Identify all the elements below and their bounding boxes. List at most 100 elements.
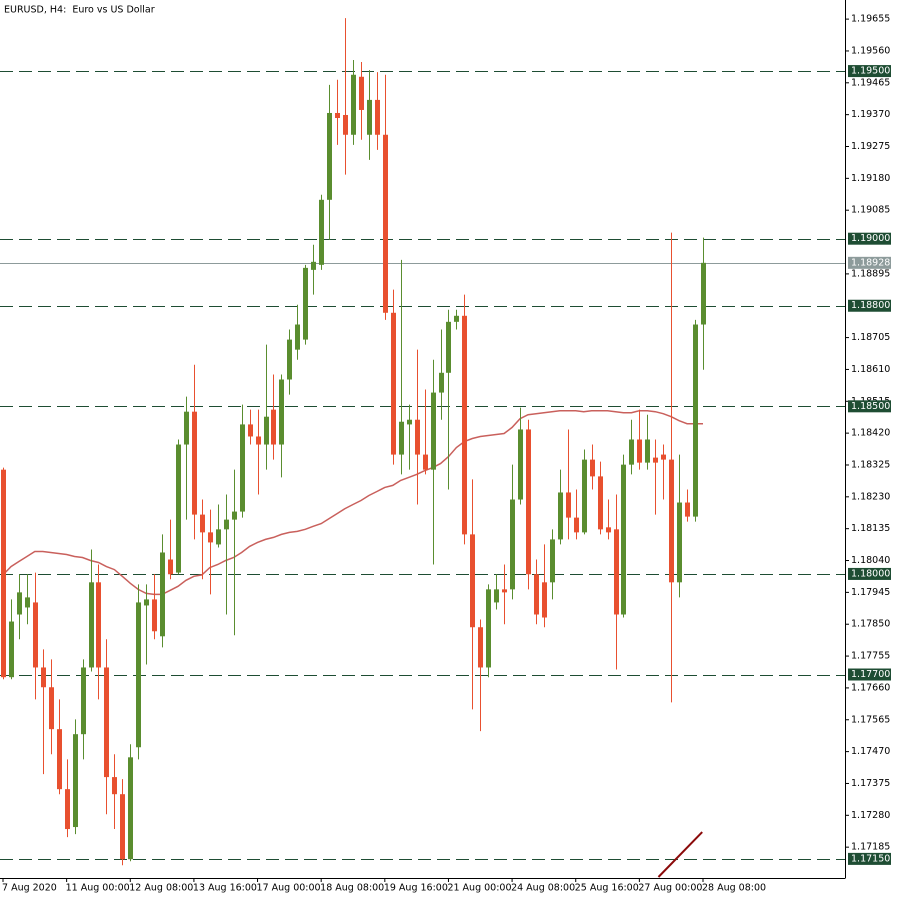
y-tick-label: 1.18230: [851, 491, 890, 502]
y-tick-label: 1.19560: [851, 45, 890, 56]
level-label-box: [848, 852, 891, 865]
y-tick-label: 1.17945: [851, 587, 890, 598]
x-tick-label: 12 Aug 08:00: [129, 883, 193, 894]
candle-body: [375, 99, 380, 135]
y-tick-label: 1.17185: [851, 842, 890, 853]
candle-body: [590, 459, 595, 477]
candle-body: [216, 529, 221, 545]
candle-body: [224, 519, 229, 530]
y-tick-label: 1.18040: [851, 555, 890, 566]
level-label-box: [848, 567, 891, 580]
level-label-box: [848, 232, 891, 245]
level-label: 1.19000: [851, 233, 890, 244]
candle-body: [534, 574, 539, 615]
candle-body: [494, 589, 499, 603]
candle-body: [192, 411, 197, 515]
candle-body: [319, 199, 324, 265]
level-label-box: [848, 400, 891, 413]
candle-body: [168, 559, 173, 575]
x-tick-label: 18 Aug 08:00: [320, 883, 384, 894]
x-tick-label: 19 Aug 16:00: [384, 883, 448, 894]
y-tick-label: 1.17565: [851, 714, 890, 725]
candle-body: [550, 539, 555, 583]
candle-body: [566, 492, 571, 518]
candle-body: [208, 532, 213, 543]
candle-body: [669, 459, 674, 583]
candle-body: [264, 416, 269, 445]
candle-body: [279, 379, 284, 445]
candle-body: [558, 492, 563, 540]
y-tick-label: 1.19275: [851, 141, 890, 152]
candle-body: [160, 552, 165, 637]
x-tick-label: 17 Aug 00:00: [257, 883, 321, 894]
x-tick-label: 27 Aug 00:00: [638, 883, 702, 894]
candle-body: [41, 667, 46, 688]
candle-body: [526, 429, 531, 575]
candle-body: [327, 112, 332, 200]
level-label: 1.18500: [851, 401, 890, 412]
x-tick-label: 13 Aug 16:00: [193, 883, 257, 894]
candle-body: [629, 439, 634, 465]
candle-body: [1, 469, 6, 678]
candle-body: [431, 392, 436, 470]
candle-body: [518, 429, 523, 500]
candle-body: [367, 99, 372, 135]
candle-body: [65, 789, 70, 830]
candle-body: [574, 517, 579, 533]
y-tick-label: 1.18420: [851, 428, 890, 439]
candle-body: [104, 667, 109, 778]
candle-body: [502, 589, 507, 593]
candle-body: [653, 457, 658, 463]
level-label: 1.18800: [851, 300, 890, 311]
candle-body: [303, 267, 308, 340]
x-tick-label: 11 Aug 00:00: [66, 883, 130, 894]
candle-body: [439, 372, 444, 393]
candle-body: [486, 589, 491, 668]
candle-body: [96, 582, 101, 668]
x-tick-label: 21 Aug 00:00: [447, 883, 511, 894]
candle-body: [423, 454, 428, 470]
y-tick-label: 1.18135: [851, 523, 890, 534]
candle-body: [232, 511, 237, 520]
candle-body: [614, 529, 619, 615]
candle-body: [478, 627, 483, 668]
candle-body: [81, 667, 86, 735]
chart-title: EURUSD, H4: Euro vs US Dollar: [4, 5, 155, 16]
candle-body: [295, 324, 300, 350]
last-price-label: 1.18928: [851, 257, 890, 268]
candle-body: [144, 599, 149, 606]
candle-body: [542, 582, 547, 618]
candle-body: [598, 476, 603, 530]
candle-body: [359, 76, 364, 110]
candle-body: [510, 499, 515, 590]
level-label-box: [848, 299, 891, 312]
candle-body: [415, 419, 420, 455]
candle-body: [57, 729, 62, 790]
candle-body: [271, 409, 276, 445]
moving-average: [2, 409, 703, 596]
y-tick-label: 1.18705: [851, 332, 890, 343]
y-tick-label: 1.18610: [851, 364, 890, 375]
candle-body: [343, 114, 348, 135]
candle-body: [637, 439, 642, 463]
candle-body: [73, 734, 78, 828]
candle-body: [383, 134, 388, 313]
x-tick-label: 7 Aug 2020: [2, 883, 57, 894]
y-tick-label: 1.19655: [851, 14, 890, 25]
candle-body: [287, 339, 292, 380]
candle-body: [89, 582, 94, 668]
candle-body: [128, 757, 133, 860]
candle-body: [454, 315, 459, 322]
y-tick-label: 1.17755: [851, 651, 890, 662]
candle-body: [240, 424, 245, 512]
candle-body: [248, 424, 253, 437]
candle-body: [701, 262, 706, 325]
level-label: 1.18000: [851, 568, 890, 579]
y-tick-label: 1.17280: [851, 810, 890, 821]
level-label: 1.19500: [851, 66, 890, 77]
candle-body: [49, 687, 54, 730]
candle-body: [621, 464, 626, 615]
level-label: 1.17700: [851, 669, 890, 680]
last-price-box: [848, 256, 891, 269]
